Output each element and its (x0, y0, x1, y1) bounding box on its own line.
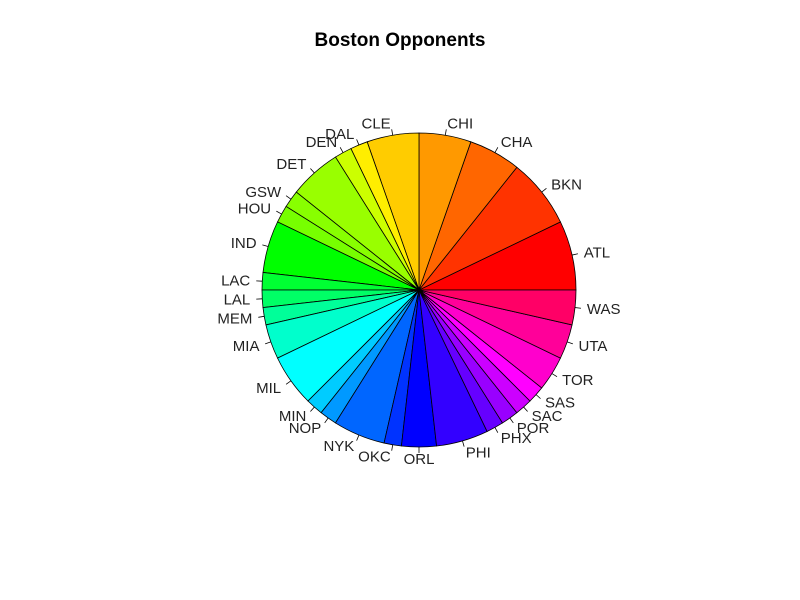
slice-label-mem: MEM (217, 310, 252, 327)
slice-label-mia: MIA (233, 338, 260, 355)
label-tick-den (339, 147, 344, 153)
label-tick-okc (391, 444, 394, 451)
slice-label-okc: OKC (358, 449, 391, 466)
slice-label-dal: DAL (325, 126, 354, 143)
slice-label-hou: HOU (238, 200, 271, 217)
slice-label-min: MIN (279, 408, 307, 425)
slice-label-was: WAS (587, 301, 621, 318)
slice-label-cle: CLE (362, 115, 391, 132)
slice-label-phx: PHX (501, 430, 532, 447)
label-tick-sas (535, 394, 541, 399)
label-tick-ind (262, 244, 269, 247)
label-tick-cha (494, 147, 499, 153)
slice-label-bkn: BKN (551, 177, 582, 194)
slice-label-nyk: NYK (323, 438, 354, 455)
slice-label-orl: ORL (404, 451, 435, 468)
label-tick-tor (551, 373, 558, 378)
label-tick-nyk (356, 434, 360, 441)
label-tick-det (310, 168, 315, 174)
slice-label-por: POR (517, 420, 550, 437)
label-tick-gsw (285, 195, 292, 200)
label-tick-cle (391, 129, 394, 136)
label-tick-por (509, 417, 514, 424)
label-tick-phx (494, 427, 499, 433)
slice-label-sas: SAS (545, 395, 575, 412)
slice-label-sac: SAC (532, 408, 563, 425)
slice-label-tor: TOR (562, 372, 594, 389)
pie-slices (261, 132, 577, 448)
label-tick-mia (265, 341, 271, 345)
slice-label-ind: IND (231, 235, 257, 252)
slice-label-lal: LAL (224, 291, 251, 308)
label-tick-hou (276, 210, 282, 215)
slice-label-chi: CHI (447, 115, 473, 132)
label-tick-mil (285, 380, 292, 385)
label-tick-mem (258, 315, 265, 318)
slice-label-den: DEN (306, 134, 338, 151)
label-tick-bkn (541, 188, 547, 193)
slice-label-gsw: GSW (245, 184, 282, 201)
slice-label-lac: LAC (221, 273, 250, 290)
label-tick-dal (356, 139, 360, 146)
slice-label-atl: ATL (584, 244, 610, 261)
label-tick-min (310, 406, 315, 412)
slice-label-mil: MIL (256, 380, 281, 397)
slice-label-nop: NOP (289, 420, 322, 437)
label-tick-sac (523, 406, 528, 412)
label-tick-chi (444, 129, 447, 136)
label-tick-atl (571, 253, 579, 256)
slice-label-uta: UTA (579, 338, 608, 355)
label-tick-phi (462, 440, 465, 447)
label-ticks (256, 129, 582, 453)
slice-label-cha: CHA (501, 134, 533, 151)
label-tick-nop (324, 417, 329, 424)
chart-title: Boston Opponents (314, 30, 486, 51)
label-tick-was (574, 307, 582, 309)
slice-label-det: DET (276, 156, 306, 173)
label-tick-uta (567, 341, 573, 345)
slice-label-phi: PHI (466, 444, 491, 461)
